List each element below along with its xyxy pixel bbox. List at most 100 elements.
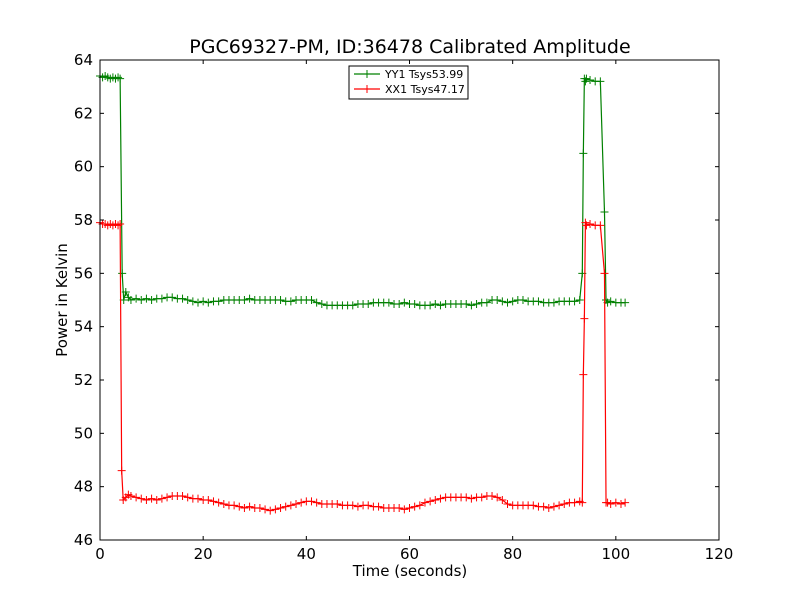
data-point xyxy=(245,294,254,303)
data-point xyxy=(126,492,135,500)
data-point xyxy=(508,297,517,306)
data-point xyxy=(582,221,591,230)
data-point xyxy=(364,501,373,510)
data-point xyxy=(132,493,141,502)
data-point xyxy=(353,502,362,511)
data-point xyxy=(348,301,357,310)
data-point xyxy=(534,297,543,306)
data-point xyxy=(580,314,589,323)
legend-box xyxy=(348,65,469,100)
data-point xyxy=(276,504,285,512)
data-point xyxy=(204,496,213,504)
data-point xyxy=(261,505,270,514)
data-point xyxy=(163,493,172,502)
data-point xyxy=(137,494,146,503)
data-point xyxy=(503,500,512,508)
data-point xyxy=(410,300,419,308)
data-point xyxy=(582,74,591,83)
data-point xyxy=(436,494,445,503)
series-2 xyxy=(96,218,630,515)
x-tick-label: 40 xyxy=(297,545,316,563)
data-point xyxy=(596,77,605,86)
data-point xyxy=(503,298,512,307)
data-point xyxy=(539,502,548,511)
data-point xyxy=(586,76,595,84)
data-point xyxy=(121,288,130,296)
data-point xyxy=(498,496,507,504)
data-point xyxy=(560,500,569,508)
data-point xyxy=(152,496,161,504)
y-tick-label: 52 xyxy=(74,371,93,389)
x-tick-label: 100 xyxy=(602,545,631,563)
data-point xyxy=(117,466,126,475)
y-axis: 46 48 50 52 54 56 58 60 62 64 xyxy=(74,51,719,549)
data-point xyxy=(596,221,605,230)
data-point xyxy=(462,493,471,502)
data-point xyxy=(586,220,595,228)
data-point xyxy=(467,301,476,310)
data-point xyxy=(616,500,625,508)
legend-item: YY1 Tsys53.99 xyxy=(354,68,463,81)
data-point xyxy=(420,498,429,507)
data-point xyxy=(266,506,275,515)
x-axis: 0 20 40 60 80 100 120 xyxy=(95,60,733,563)
data-point xyxy=(384,298,393,307)
data-point xyxy=(307,296,316,304)
data-point xyxy=(230,501,239,510)
data-point xyxy=(157,294,166,303)
data-point xyxy=(431,496,440,504)
data-point xyxy=(114,221,123,230)
data-point xyxy=(575,296,584,304)
data-point xyxy=(529,501,538,510)
y-tick-label: 54 xyxy=(74,318,93,336)
data-point xyxy=(395,300,404,308)
data-point xyxy=(118,269,127,278)
legend-item: XX1 Tsys47.17 xyxy=(354,83,465,96)
data-point xyxy=(281,502,290,511)
data-point xyxy=(462,300,471,308)
data-point xyxy=(114,73,123,82)
data-point xyxy=(292,500,301,508)
data-point xyxy=(286,501,295,510)
data-point xyxy=(600,208,609,216)
data-point xyxy=(157,494,166,503)
y-tick-label: 46 xyxy=(74,531,93,549)
legend-marker xyxy=(363,70,371,78)
data-point xyxy=(410,502,419,511)
data-point xyxy=(126,296,135,304)
data-point xyxy=(518,296,527,304)
data-point xyxy=(209,497,218,506)
data-point xyxy=(493,296,502,304)
x-tick-label: 20 xyxy=(194,545,213,563)
data-point xyxy=(549,502,558,511)
data-point xyxy=(606,500,615,508)
data-point xyxy=(374,502,383,511)
data-point xyxy=(137,296,146,304)
data-point xyxy=(240,296,249,304)
plot-area xyxy=(96,72,630,515)
data-point xyxy=(188,297,197,306)
data-point xyxy=(168,293,177,302)
y-tick-label: 62 xyxy=(74,104,93,122)
x-tick-label: 0 xyxy=(95,545,105,563)
data-point xyxy=(219,500,228,508)
data-point xyxy=(482,298,491,307)
data-point xyxy=(142,294,151,303)
data-point xyxy=(549,298,558,307)
data-point xyxy=(199,297,208,306)
data-point xyxy=(400,298,409,307)
data-point xyxy=(488,492,497,500)
data-point xyxy=(307,497,316,506)
legend-label: YY1 Tsys53.99 xyxy=(384,68,463,81)
data-point xyxy=(240,504,249,512)
data-point xyxy=(271,505,280,514)
x-tick-label: 80 xyxy=(503,545,522,563)
series-1 xyxy=(96,72,630,310)
data-point xyxy=(276,296,285,304)
data-point xyxy=(297,498,306,507)
data-point xyxy=(498,297,507,306)
data-point xyxy=(436,301,445,310)
data-point xyxy=(405,504,414,512)
data-point xyxy=(426,497,435,506)
